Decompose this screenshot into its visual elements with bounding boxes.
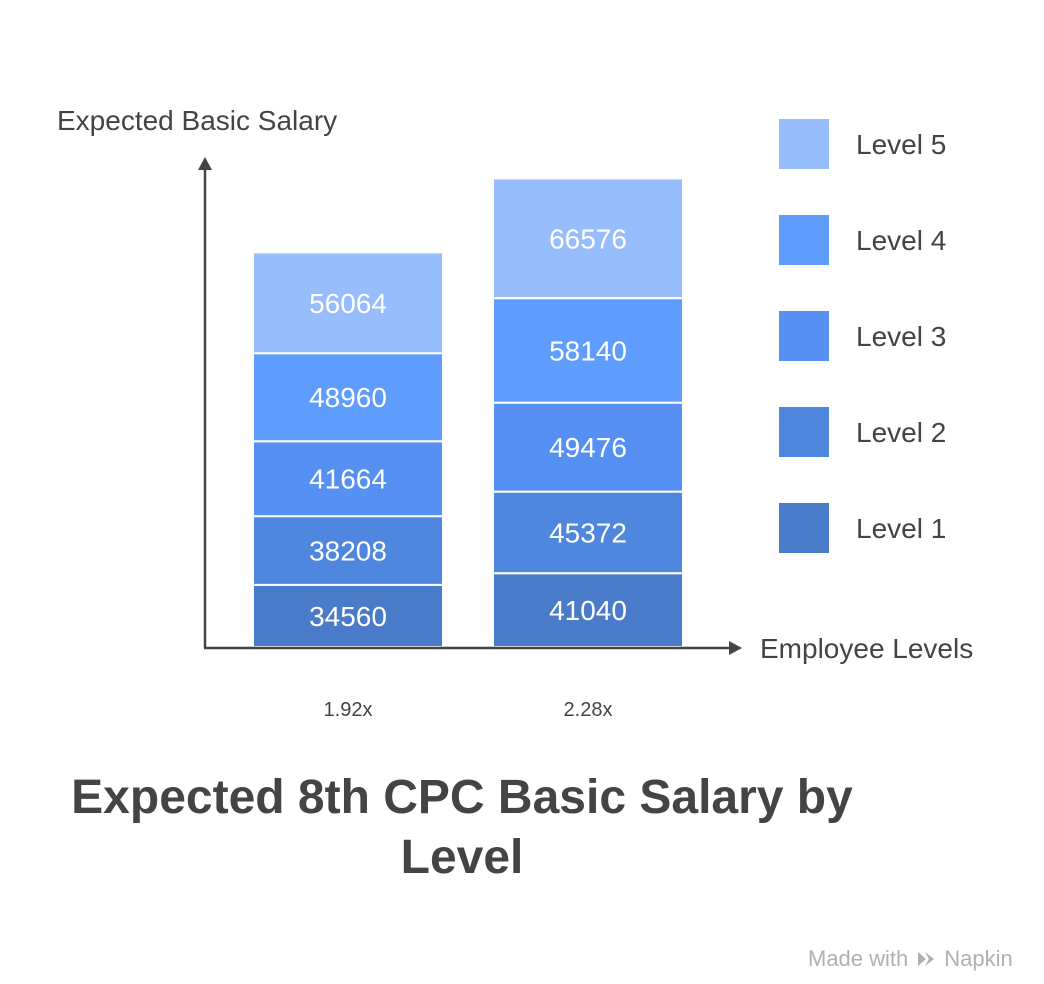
legend-swatch — [779, 407, 829, 457]
bar-segment-5-1 — [252, 251, 444, 355]
legend-label: Level 1 — [856, 513, 946, 544]
bar-value-label: 38208 — [309, 536, 387, 567]
watermark-prefix: Made with — [808, 946, 909, 971]
bar-segment-2-2 — [492, 490, 684, 575]
y-axis-arrow-icon — [198, 157, 212, 170]
x-tick-label: 1.92x — [324, 699, 373, 721]
bar-segment-3-2 — [492, 401, 684, 493]
bar-segment-3-1 — [252, 440, 444, 518]
bar-value-label: 41664 — [309, 464, 387, 495]
bar-value-label: 56064 — [309, 288, 387, 319]
bar-value-label: 45372 — [549, 517, 627, 548]
bar-value-label: 58140 — [549, 335, 627, 366]
bar-segment-5-2 — [492, 177, 684, 300]
bar-value-label: 48960 — [309, 382, 387, 413]
axes — [198, 157, 742, 655]
x-tick-label: 2.28x — [564, 699, 613, 721]
x-axis-arrow-icon — [729, 641, 742, 655]
chart-title: Expected 8th CPC Basic Salary by Level — [71, 771, 853, 884]
legend-label: Level 4 — [856, 225, 946, 256]
legend-swatch — [779, 311, 829, 361]
bar-segment-4-2 — [492, 297, 684, 404]
bar-value-label: 49476 — [549, 432, 627, 463]
bar-segment-1-1 — [252, 583, 444, 649]
watermark-brand: Napkin — [944, 946, 1013, 971]
bar-value-label: 34560 — [309, 601, 387, 632]
watermark: Made with Napkin — [808, 944, 1013, 974]
legend-swatch — [779, 215, 829, 265]
bar-segment-4-1 — [252, 352, 444, 443]
legend-swatch — [779, 119, 829, 169]
bars: 34560 38208 41664 48960 56064 41040 45372 49476… — [252, 177, 684, 649]
bar-value-label: 41040 — [549, 595, 627, 626]
legend-label: Level 3 — [856, 321, 946, 352]
x-axis-label: Employee Levels — [760, 633, 973, 664]
y-axis-label: Expected Basic Salary — [57, 105, 337, 136]
legend: Level 5 Level 4 Level 3 Level 2 Level 1 — [779, 119, 946, 553]
napkin-logo-icon — [918, 952, 935, 966]
legend-label: Level 2 — [856, 417, 946, 448]
legend-label: Level 5 — [856, 129, 946, 160]
legend-swatch — [779, 503, 829, 553]
x-tick-labels: 1.92x 2.28x — [324, 699, 613, 721]
bar-value-label: 66576 — [549, 223, 627, 254]
